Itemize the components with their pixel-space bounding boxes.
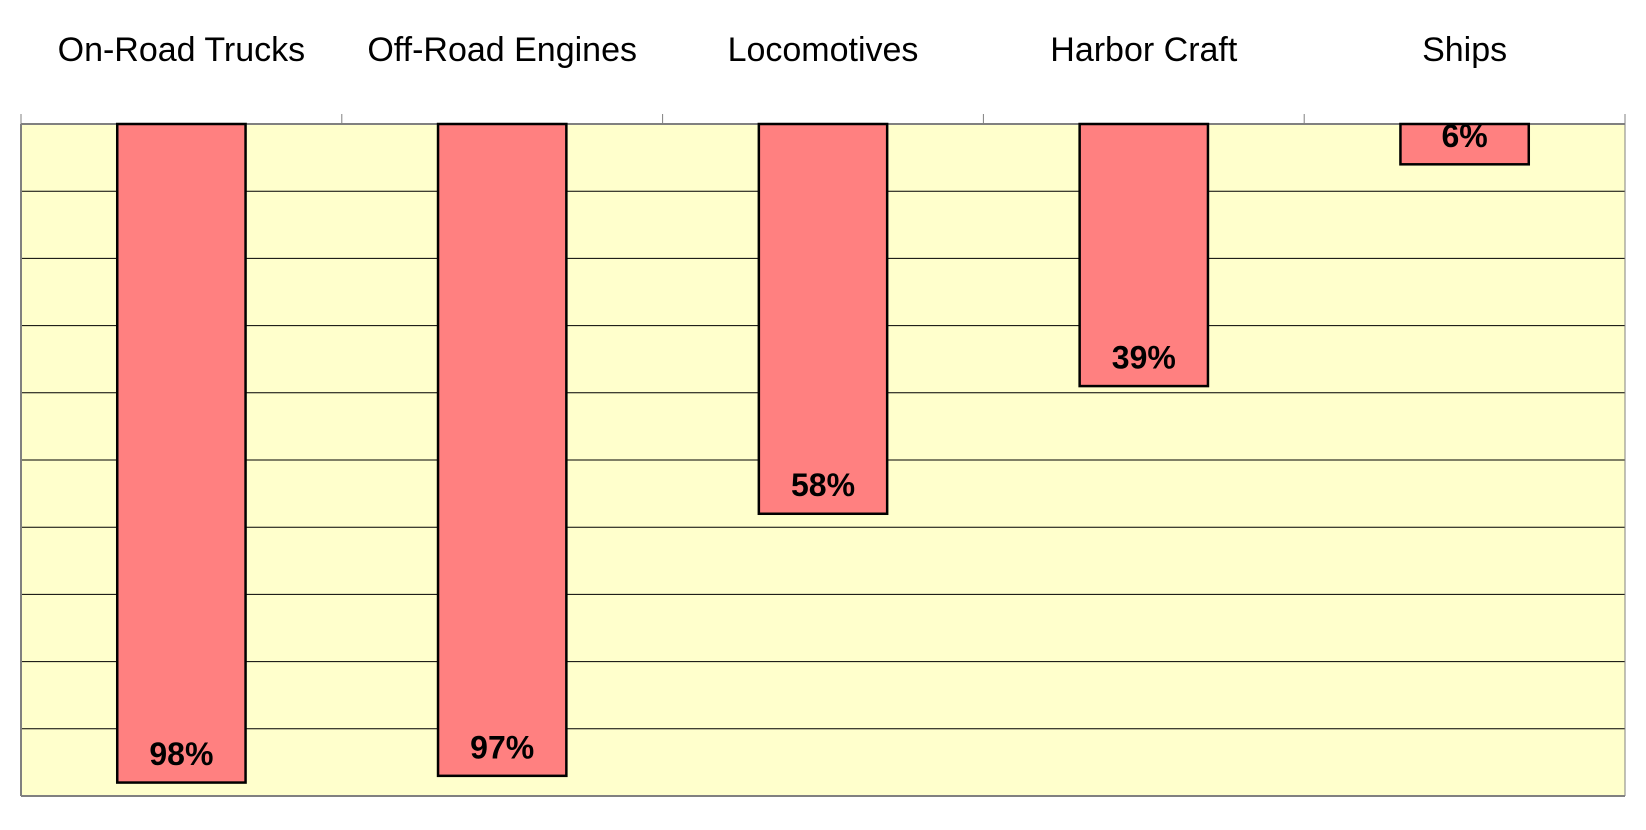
bar: [1399, 122, 1531, 166]
x-tick-label: Ships: [1422, 31, 1507, 69]
x-tick-label: Off-Road Engines: [367, 31, 637, 69]
value-label: 97%: [470, 729, 534, 765]
value-label: 39%: [1112, 340, 1176, 376]
x-tick-label: Harbor Craft: [1050, 31, 1238, 69]
value-label: 6%: [1441, 118, 1487, 154]
bar: [436, 122, 568, 778]
x-tick-label: On-Road Trucks: [58, 31, 306, 69]
value-label: 98%: [149, 736, 213, 772]
value-label: 58%: [791, 467, 855, 503]
x-tick-label: Locomotives: [728, 31, 919, 69]
bar: [1078, 122, 1210, 388]
bar: [757, 122, 889, 516]
bar: [115, 122, 247, 784]
